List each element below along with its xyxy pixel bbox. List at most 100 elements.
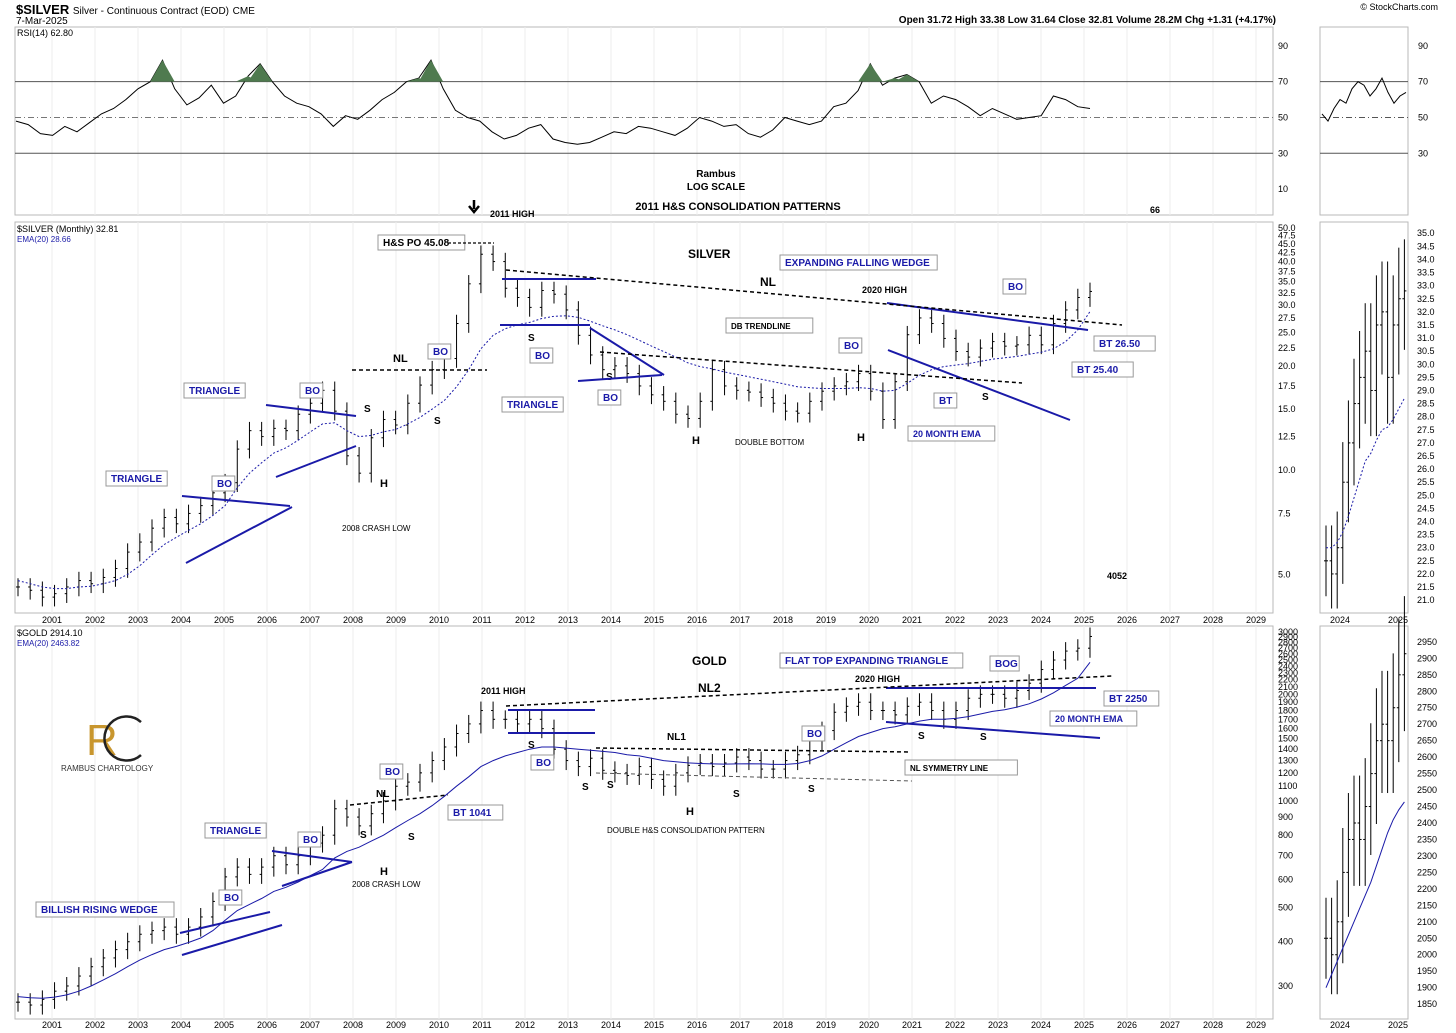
silver-inset-axis-tick: 30.0 xyxy=(1417,359,1435,369)
rsi-corner-number: 66 xyxy=(1150,205,1160,215)
rsi-inset-axis-tick: 50 xyxy=(1418,112,1428,122)
gold-year-tick: 2001 xyxy=(42,1020,62,1030)
label-box xyxy=(989,655,1020,672)
label-box xyxy=(1103,690,1160,707)
silver-year-tick: 2007 xyxy=(300,615,320,625)
gold-axis-tick: 1700 xyxy=(1278,714,1298,724)
silver-title: SILVER xyxy=(688,247,731,261)
trend-line xyxy=(179,911,271,934)
silver-year-tick: 2006 xyxy=(257,615,277,625)
silver-axis-tick: 12.5 xyxy=(1278,432,1296,442)
silver-year-tick: 2019 xyxy=(816,615,836,625)
gold-s-text: S xyxy=(980,732,987,743)
gold-title: GOLD xyxy=(692,654,727,668)
trend-line xyxy=(281,861,353,887)
silver-db-trendline-label: DB TRENDLINE xyxy=(725,317,814,334)
label-box xyxy=(933,392,958,409)
label-box xyxy=(907,425,996,442)
gold-year-tick: 2029 xyxy=(1246,1020,1266,1030)
label-box xyxy=(501,396,564,413)
rsi-note-scale: LOG SCALE xyxy=(687,182,746,193)
gold-series-label: $GOLD 2914.10 xyxy=(17,628,83,638)
gold-inset-axis-tick: 2900 xyxy=(1417,653,1437,663)
silver-axis-tick: 17.5 xyxy=(1278,381,1296,391)
silver-axis-tick: 30.0 xyxy=(1278,300,1296,310)
gold-inset-year-tick: 2025 xyxy=(1388,1020,1408,1030)
silver-axis-tick: 22.5 xyxy=(1278,343,1296,353)
gold-s-text: S xyxy=(528,740,535,751)
silver-axis-tick: 42.5 xyxy=(1278,247,1296,257)
gold-inset-axis-tick: 2350 xyxy=(1417,834,1437,844)
silver-2020-high-text: 2020 HIGH xyxy=(862,285,907,295)
rsi-panel xyxy=(14,26,1274,216)
trend-line xyxy=(275,445,357,478)
label-box xyxy=(597,389,622,406)
silver-s-text: S xyxy=(364,404,371,415)
silver-inset-axis-tick: 21.0 xyxy=(1417,595,1435,605)
rsi-axis-tick: 30 xyxy=(1278,148,1288,158)
silver-inset-axis-tick: 31.0 xyxy=(1417,333,1435,343)
gold-year-tick: 2023 xyxy=(988,1020,1008,1030)
trend-line xyxy=(599,351,1023,384)
silver-year-tick: 2025 xyxy=(1074,615,1094,625)
silver-year-tick: 2011 xyxy=(472,615,491,625)
gold-year-tick: 2004 xyxy=(171,1020,191,1030)
label-box xyxy=(1002,278,1027,295)
label-text: 20 MONTH EMA xyxy=(1055,714,1124,724)
gold-inset-axis-tick: 2600 xyxy=(1417,752,1437,762)
trend-line xyxy=(505,675,1113,707)
gold-year-tick: 2016 xyxy=(687,1020,707,1030)
silver-year-tick: 2027 xyxy=(1160,615,1180,625)
gold-inset-axis-tick: 2950 xyxy=(1417,637,1437,647)
gold-inset-axis-tick: 2750 xyxy=(1417,703,1437,713)
label-text: BT 1041 xyxy=(453,808,492,819)
rsi-indicator: RSI(14) 62.80 Rambus LOG SCALE 2011 H&S … xyxy=(15,28,1407,215)
gold-axis-tick: 2700 xyxy=(1278,643,1298,653)
silver-nl-text: NL xyxy=(760,275,776,289)
silver-bt-2650-label: BT 26.50 xyxy=(1093,335,1156,352)
silver-year-tick: 2023 xyxy=(988,615,1008,625)
label-box xyxy=(183,382,246,399)
label-text: DB TRENDLINE xyxy=(731,322,791,331)
label-box xyxy=(447,804,504,821)
label-box xyxy=(801,725,826,742)
label-box xyxy=(1071,361,1134,378)
label-box xyxy=(211,475,236,492)
trend-line xyxy=(349,794,449,806)
grid-lines: 2001 2002 2003 2004 2005 2006 2007 2008 2009 2010… xyxy=(15,27,1437,1030)
silver-axis-tick: 7.5 xyxy=(1278,508,1291,518)
silver-bo-label: BO xyxy=(838,337,863,354)
label-box xyxy=(904,759,1018,776)
trend-line xyxy=(265,404,357,417)
gold-inset-axis-tick: 2650 xyxy=(1417,736,1437,746)
silver-inset-axis-tick: 34.5 xyxy=(1417,241,1435,251)
gold-2020-high-text: 2020 HIGH xyxy=(855,674,900,684)
silver-inset-axis-tick: 21.5 xyxy=(1417,582,1435,592)
gold-year-tick: 2003 xyxy=(128,1020,148,1030)
silver-2011-high-text: 2011 HIGH xyxy=(490,209,535,219)
gold-inset-axis-tick: 2300 xyxy=(1417,851,1437,861)
rsi-overbought-fill xyxy=(150,60,175,82)
gold-inset-axis-tick: 2450 xyxy=(1417,802,1437,812)
silver-axis-tick: 20.0 xyxy=(1278,361,1296,371)
gold-axis-tick: 1600 xyxy=(1278,724,1298,734)
gold-bt-1041-label: BT 1041 xyxy=(447,804,504,821)
gold-year-tick: 2024 xyxy=(1031,1020,1051,1030)
label-text: BO xyxy=(807,729,822,740)
logo-r: R xyxy=(86,716,118,765)
silver-year-tick: 2012 xyxy=(515,615,535,625)
gold-s-text: S xyxy=(408,832,415,843)
gold-nl1-text: NL1 xyxy=(667,732,686,743)
label-text: TRIANGLE xyxy=(507,400,558,411)
silver-year-tick: 2008 xyxy=(343,615,363,625)
silver-triangle-label: TRIANGLE xyxy=(183,382,246,399)
gold-axis-tick: 500 xyxy=(1278,902,1293,912)
gold-flat-top-label: FLAT TOP EXPANDING TRIANGLE xyxy=(779,652,964,669)
silver-year-tick: 2029 xyxy=(1246,615,1266,625)
label-text: BT 25.40 xyxy=(1077,365,1119,376)
label-text: TRIANGLE xyxy=(189,386,240,397)
gold-axis-tick: 2900 xyxy=(1278,632,1298,642)
silver-double-bottom-text: DOUBLE BOTTOM xyxy=(735,438,805,447)
gold-nl-text: NL xyxy=(376,789,389,800)
gold-inset-ema-line xyxy=(1325,801,1405,988)
